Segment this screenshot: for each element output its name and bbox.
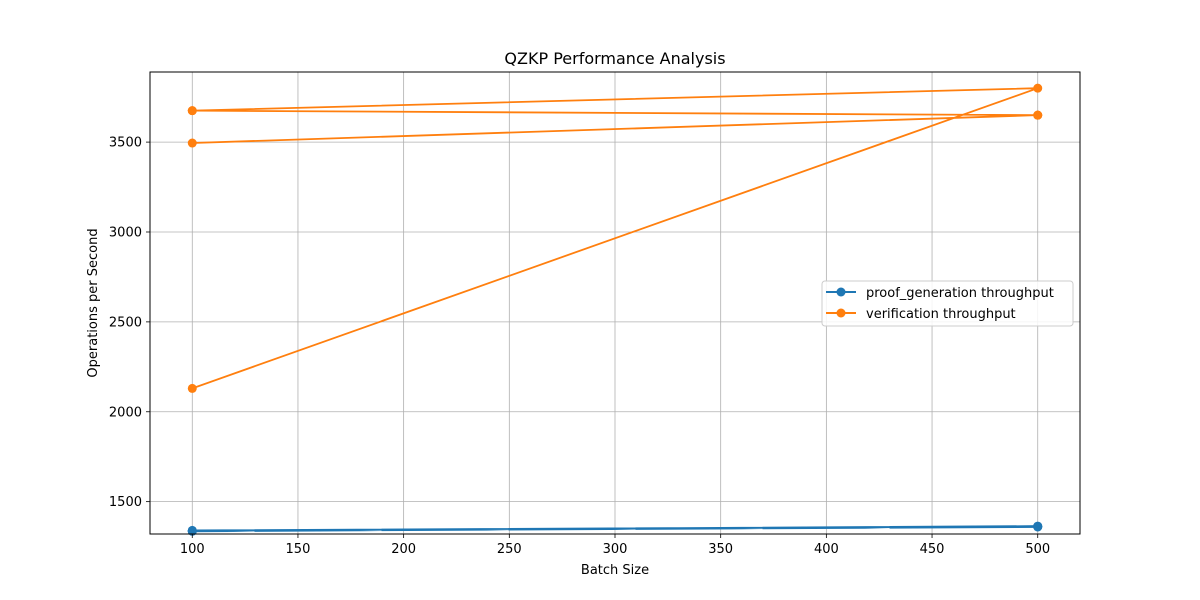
x-tick-label: 300 — [603, 542, 628, 557]
legend-label-proof-generation: proof_generation throughput — [866, 286, 1054, 301]
series-point-1 — [1033, 110, 1043, 120]
ticks: 100 150 200 250 300 350 400 450 500 1500 2000 2500 3… — [109, 136, 1050, 557]
series-point-1 — [187, 383, 197, 393]
legend-marker-verification — [836, 308, 846, 318]
grid — [150, 72, 1080, 534]
y-tick-label: 3500 — [109, 136, 142, 151]
x-tick-label: 400 — [814, 542, 839, 557]
series-point-1 — [187, 138, 197, 148]
legend-box — [821, 280, 1074, 327]
x-tick-label: 500 — [1025, 542, 1050, 557]
series-line-0 — [191, 525, 1039, 533]
series-point-1 — [1033, 83, 1043, 93]
series-point-0 — [187, 526, 197, 536]
y-tick-label: 1500 — [109, 495, 142, 510]
series-layer — [187, 83, 1043, 536]
x-tick-label: 100 — [180, 542, 205, 557]
legend-label-verification: verification throughput — [866, 307, 1016, 322]
series-point-1 — [187, 106, 197, 116]
y-tick-label: 3000 — [109, 225, 142, 240]
y-axis-label: Operations per Second — [86, 228, 101, 377]
series-point-0 — [1033, 522, 1043, 532]
x-tick-label: 350 — [708, 542, 733, 557]
x-tick-label: 250 — [497, 542, 522, 557]
legend-marker-proof-generation — [836, 287, 846, 297]
chart-title: QZKP Performance Analysis — [504, 49, 725, 68]
series-line-1 — [191, 87, 1039, 390]
legend: proof_generation throughput verification… — [821, 280, 1074, 327]
x-tick-label: 450 — [920, 542, 945, 557]
x-tick-label: 150 — [286, 542, 311, 557]
y-tick-label: 2000 — [109, 405, 142, 420]
x-tick-label: 200 — [391, 542, 416, 557]
x-axis-label: Batch Size — [581, 563, 649, 578]
y-tick-label: 2500 — [109, 315, 142, 330]
